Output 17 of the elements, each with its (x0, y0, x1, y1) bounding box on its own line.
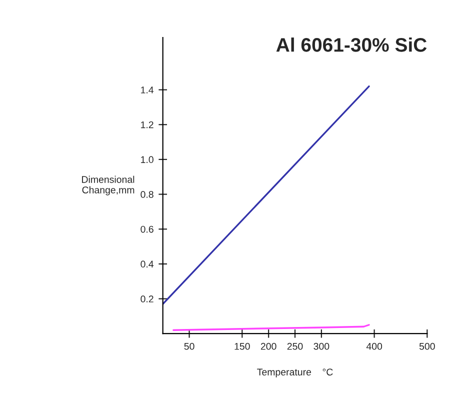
x-tick-label: 200 (260, 342, 276, 350)
y-axis-title: Dimensional Change,mm (82, 176, 134, 196)
y-tick-label: 0.6 (140, 226, 154, 233)
x-axis-title: Temperature °C (257, 368, 333, 378)
y-tick-label: 0.8 (140, 191, 154, 198)
y-tick-label: 1.0 (141, 156, 154, 164)
x-tick-label: 50 (184, 342, 194, 350)
chart-title: Al 6061-30% SiC (276, 38, 427, 52)
x-tick-label: 250 (287, 342, 303, 350)
y-tick-label: 0.2 (140, 296, 154, 302)
x-tick-label: 400 (366, 342, 382, 350)
y-tick-label: 1.4 (141, 86, 154, 94)
y-tick-label: 0.4 (140, 260, 154, 268)
x-tick-label: 500 (419, 342, 435, 350)
x-tick-label: 150 (234, 342, 250, 350)
y-tick-label: 1.2 (141, 121, 154, 128)
x-tick-label: 300 (314, 342, 330, 350)
